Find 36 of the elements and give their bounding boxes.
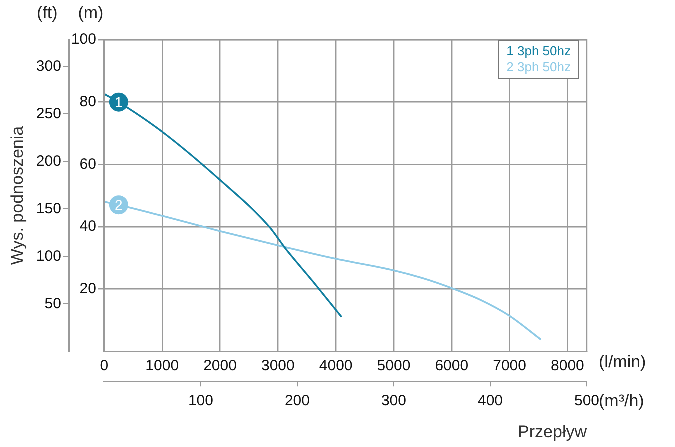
- y2-tick-label: 20: [80, 280, 96, 298]
- x-tick-label: 1000: [146, 358, 180, 375]
- x2-tick-label: 400: [478, 392, 504, 410]
- text: (m³/h): [599, 391, 644, 410]
- text: 2 3ph 50hz: [506, 60, 572, 75]
- text: 1 3ph 50hz: [506, 44, 572, 59]
- y-tick-label: 50: [44, 295, 62, 312]
- x-tick-label: 7000: [493, 358, 526, 375]
- y-tick-label: 200: [36, 152, 62, 170]
- x2-tick-label: 300: [381, 392, 406, 410]
- line-series: [104, 92, 343, 318]
- text: (ft): [37, 4, 58, 23]
- y-tick-label: 300: [36, 58, 62, 75]
- y2-tick-label: 60: [80, 156, 96, 173]
- text: (m): [78, 4, 104, 23]
- x-axis-title: Przepływ: [518, 422, 588, 442]
- x2-tick-label: 200: [284, 392, 310, 410]
- text: (l/min): [599, 352, 646, 372]
- x-tick-label: 3000: [261, 358, 295, 375]
- x2-tick-label: 100: [188, 392, 214, 410]
- x-tick-label: 4000: [319, 358, 353, 375]
- annotation: 1: [115, 94, 124, 110]
- x2-tick-label: 500: [574, 392, 600, 410]
- x-tick-label: 0: [100, 358, 109, 375]
- annotation: 2: [115, 197, 124, 214]
- y-tick-label: 150: [36, 200, 62, 218]
- x-tick-label: 2000: [204, 358, 237, 375]
- y2-tick-label: 100: [71, 31, 96, 48]
- x-tick-label: 8000: [551, 358, 584, 375]
- x-tick-label: 5000: [377, 358, 411, 375]
- y2-tick-label: 80: [80, 93, 96, 110]
- y-tick-label: 100: [36, 248, 62, 265]
- y-tick-label: 250: [36, 105, 62, 122]
- y-axis-title: Wys. podnoszenia: [8, 126, 27, 266]
- y2-tick-label: 40: [80, 218, 96, 236]
- x-tick-label: 6000: [435, 358, 469, 375]
